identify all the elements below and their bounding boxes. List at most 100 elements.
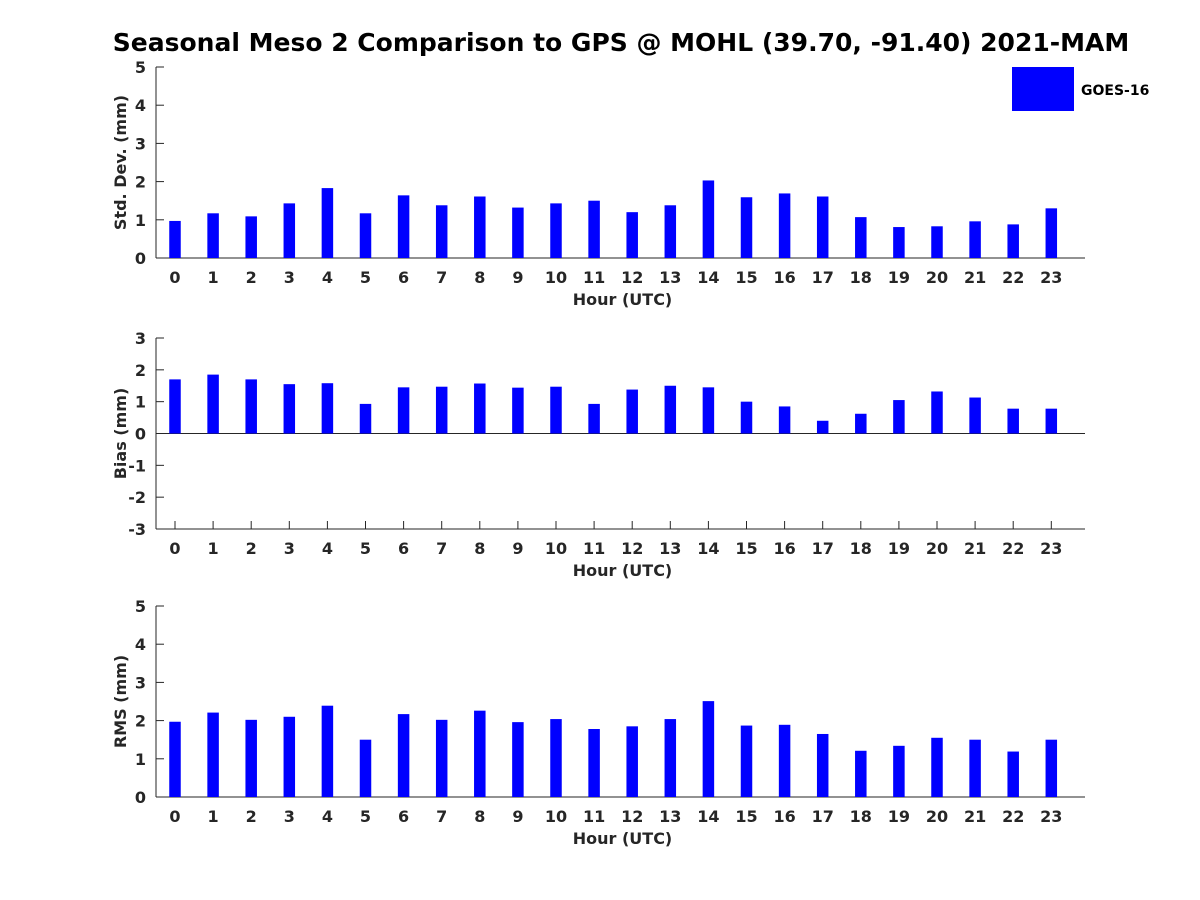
bias-x-tick-label: 21 — [964, 539, 986, 558]
rms-bar — [893, 745, 905, 797]
bias-x-tick-label: 0 — [169, 539, 180, 558]
std-bar — [664, 205, 677, 258]
std-bar — [321, 188, 334, 258]
bias-y-tick-label: 0 — [135, 425, 146, 444]
rms-bar — [588, 729, 600, 797]
std-bar — [931, 226, 943, 258]
rms-y-tick-label: 1 — [135, 750, 146, 769]
bias-y-tick-label: -2 — [128, 488, 146, 507]
std-x-tick-label: 18 — [850, 268, 872, 287]
bias-bar — [664, 385, 677, 434]
rms-x-tick-label: 17 — [812, 807, 834, 826]
std-y-tick-label: 5 — [135, 58, 146, 77]
bias-bar — [1007, 408, 1019, 434]
bias-bar — [893, 400, 905, 434]
rms-bar — [550, 719, 562, 797]
rms-bar — [321, 705, 334, 797]
bias-x-tick-label: 1 — [208, 539, 219, 558]
bias-x-tick-label: 18 — [850, 539, 872, 558]
std-x-tick-label: 1 — [208, 268, 219, 287]
std-bar — [435, 205, 448, 258]
bias-y-tick-label: 1 — [135, 393, 146, 412]
std-x-tick-label: 16 — [773, 268, 795, 287]
bias-x-axis-label: Hour (UTC) — [573, 561, 673, 580]
rms-bar — [931, 737, 943, 797]
bias-bar — [397, 387, 410, 434]
rms-bar — [778, 724, 791, 797]
std-x-tick-label: 10 — [545, 268, 567, 287]
rms-y-tick-label: 0 — [135, 788, 146, 807]
rms-x-tick-label: 15 — [735, 807, 757, 826]
std-x-tick-label: 17 — [812, 268, 834, 287]
rms-bar — [359, 739, 372, 797]
std-x-tick-label: 7 — [436, 268, 447, 287]
rms-x-tick-label: 21 — [964, 807, 986, 826]
bias-x-tick-label: 19 — [888, 539, 910, 558]
bias-x-tick-label: 8 — [474, 539, 485, 558]
std-bar — [512, 207, 524, 258]
rms-x-tick-label: 4 — [322, 807, 333, 826]
bias-y-tick-label: -3 — [128, 520, 146, 539]
std-y-tick-label: 3 — [135, 134, 146, 153]
rms-x-tick-label: 2 — [246, 807, 257, 826]
rms-x-tick-label: 22 — [1002, 807, 1024, 826]
rms-x-tick-label: 16 — [773, 807, 795, 826]
bias-bar — [474, 383, 486, 434]
bias-bar — [207, 374, 219, 434]
std-bar — [1045, 208, 1058, 258]
rms-x-tick-label: 3 — [284, 807, 295, 826]
rms-x-tick-label: 5 — [360, 807, 371, 826]
std-x-tick-label: 8 — [474, 268, 485, 287]
bias-x-tick-label: 14 — [697, 539, 719, 558]
rms-x-tick-label: 12 — [621, 807, 643, 826]
rms-bar — [969, 739, 981, 797]
bias-bar — [588, 403, 600, 434]
bias-bar — [359, 403, 372, 434]
bias-y-tick-label: 2 — [135, 361, 146, 380]
rms-x-tick-label: 9 — [512, 807, 523, 826]
rms-x-tick-label: 13 — [659, 807, 681, 826]
rms-bar — [1007, 751, 1019, 797]
std-bar — [740, 197, 753, 258]
std-x-tick-label: 20 — [926, 268, 948, 287]
rms-bar — [435, 719, 448, 797]
rms-bar — [702, 701, 715, 797]
rms-bar — [626, 726, 638, 797]
rms-x-axis-label: Hour (UTC) — [573, 829, 673, 848]
bias-bar — [550, 386, 562, 434]
bias-bar — [169, 379, 181, 434]
std-x-tick-label: 23 — [1040, 268, 1062, 287]
rms-bar — [855, 750, 867, 797]
bias-bar — [931, 391, 943, 434]
bias-bar — [702, 387, 715, 434]
bias-bar — [245, 379, 257, 434]
std-x-tick-label: 6 — [398, 268, 409, 287]
std-bar — [550, 203, 562, 258]
bias-y-axis-label: Bias (mm) — [111, 388, 130, 480]
bias-x-tick-label: 9 — [512, 539, 523, 558]
chart-title: Seasonal Meso 2 Comparison to GPS @ MOHL… — [112, 28, 1130, 57]
bias-bar — [626, 389, 638, 434]
rms-bar — [1045, 739, 1058, 797]
bias-x-tick-label: 11 — [583, 539, 605, 558]
std-x-tick-label: 11 — [583, 268, 605, 287]
rms-y-tick-label: 4 — [135, 635, 146, 654]
bias-x-tick-label: 16 — [773, 539, 795, 558]
std-x-tick-label: 5 — [360, 268, 371, 287]
std-bar — [474, 196, 486, 258]
std-bar — [855, 217, 867, 258]
rms-y-tick-label: 2 — [135, 712, 146, 731]
legend-label: GOES-16 — [1081, 83, 1149, 99]
std-bar — [397, 195, 410, 258]
std-bar — [169, 220, 181, 258]
std-bar — [778, 193, 791, 258]
std-y-tick-label: 0 — [135, 249, 146, 268]
rms-y-tick-label: 3 — [135, 673, 146, 692]
std-y-tick-label: 1 — [135, 211, 146, 230]
bias-bar — [969, 397, 981, 434]
std-x-tick-label: 14 — [697, 268, 719, 287]
bias-bar — [321, 383, 334, 434]
std-x-tick-label: 19 — [888, 268, 910, 287]
rms-x-tick-label: 11 — [583, 807, 605, 826]
